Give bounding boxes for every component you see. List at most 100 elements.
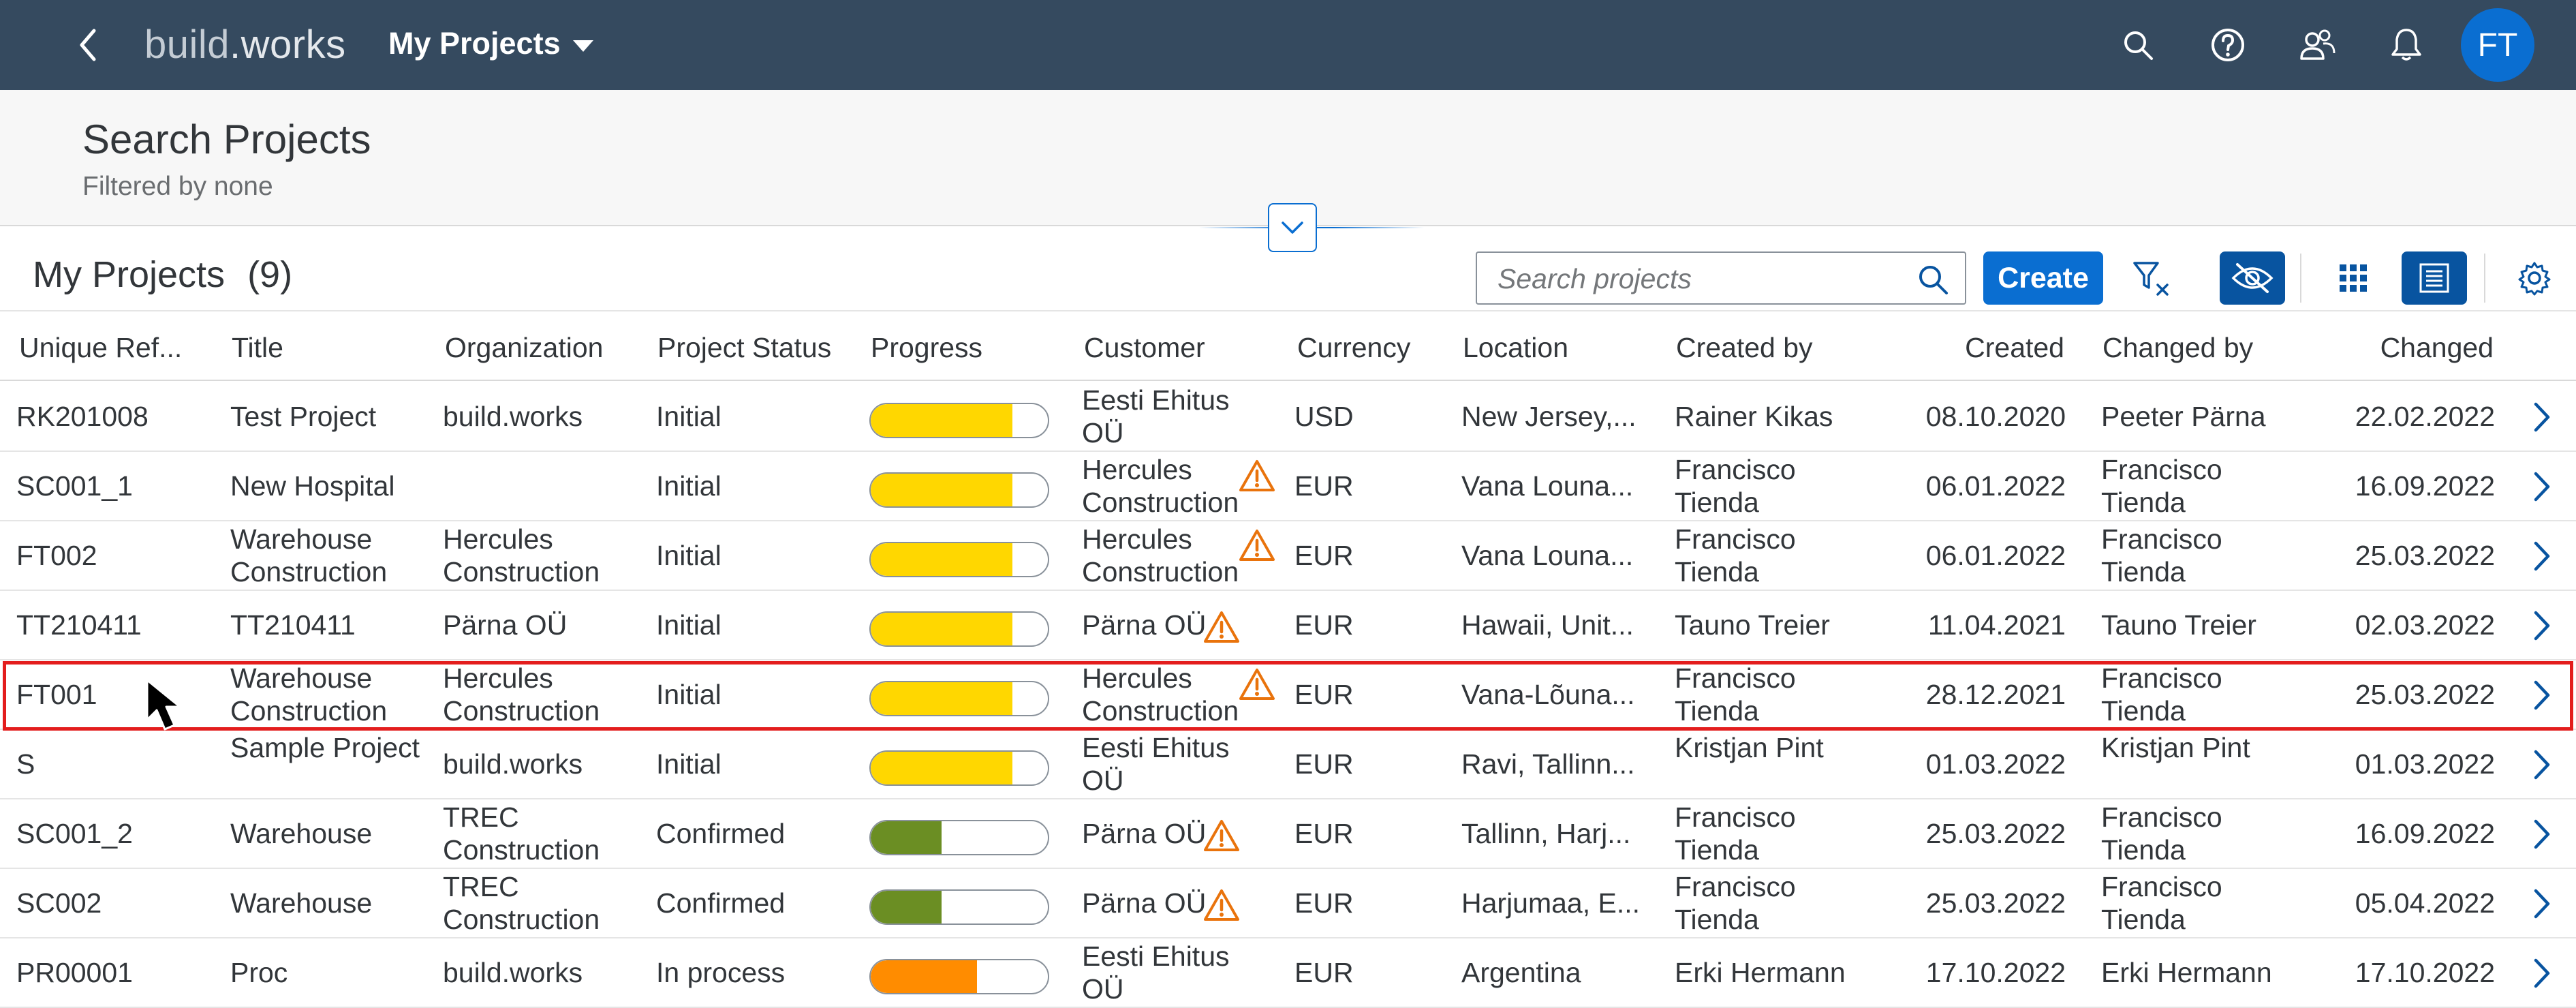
cell-created-by: Francisco Tienda: [1675, 523, 1796, 587]
chevron-right-icon[interactable]: [2528, 887, 2555, 921]
settings-icon[interactable]: [2502, 251, 2567, 305]
cell-customer: Eesti Ehitus OÜ: [1082, 732, 1230, 796]
table-row[interactable]: PR00001 Proc build.works In process Eesti Eh…: [0, 938, 2576, 1008]
column-header[interactable]: Created: [1965, 332, 2064, 363]
progress-indicator: [869, 820, 1049, 855]
cell-status: Confirmed: [656, 818, 786, 849]
cell-location: Hawaii, Unit...: [1461, 609, 1634, 641]
cell-location: Vana Louna...: [1461, 470, 1634, 502]
cell-changed-by: Francisco Tienda: [2101, 871, 2222, 935]
warning-icon[interactable]: [1203, 610, 1240, 644]
column-header[interactable]: Title: [232, 332, 283, 363]
product-switcher[interactable]: My Projects: [388, 26, 593, 61]
table-row[interactable]: SC002 Warehouse TREC Construction Confirmed…: [0, 869, 2576, 938]
cell-created: 28.12.2021: [1925, 679, 2066, 710]
column-header[interactable]: Currency: [1297, 332, 1411, 363]
search-input[interactable]: [1498, 260, 1899, 298]
search-field[interactable]: [1476, 251, 1966, 305]
column-header[interactable]: Progress: [871, 332, 983, 363]
cell-changed-by: Francisco Tienda: [2101, 801, 2222, 866]
users-icon[interactable]: [2297, 25, 2338, 65]
cell-created-by: Rainer Kikas: [1675, 401, 1833, 432]
hide-icon[interactable]: [2220, 251, 2285, 305]
cell-title: Warehouse Construction: [230, 662, 388, 727]
list-view-icon[interactable]: [2402, 251, 2467, 305]
chevron-right-icon[interactable]: [2528, 400, 2555, 434]
table-row[interactable]: FT002 Warehouse Construction Hercules Cons…: [0, 521, 2576, 591]
cell-created-by: Erki Hermann: [1675, 957, 1846, 988]
search-icon[interactable]: [1916, 262, 1950, 296]
table-row[interactable]: S Sample Project build.works Initial Eesti E…: [0, 730, 2576, 799]
warning-icon[interactable]: [1239, 528, 1275, 562]
table-row[interactable]: FT001 Warehouse Construction Hercules Cons…: [0, 660, 2576, 730]
chevron-right-icon[interactable]: [2528, 748, 2555, 782]
cell-changed-by: Tauno Treier: [2101, 609, 2256, 641]
warning-icon[interactable]: [1239, 667, 1275, 701]
cell-status: Initial: [656, 540, 721, 571]
cell-changed-by: Erki Hermann: [2101, 957, 2272, 988]
table-row[interactable]: SC001_1 New Hospital Initial Hercules Const…: [0, 452, 2576, 521]
cell-created: 08.10.2020: [1925, 401, 2066, 432]
progress-fill: [871, 960, 977, 993]
warning-icon[interactable]: [1239, 459, 1275, 493]
column-header[interactable]: Project Status: [657, 332, 832, 363]
column-header[interactable]: Created by: [1676, 332, 1813, 363]
progress-indicator: [869, 472, 1049, 508]
cell-title: Warehouse: [230, 887, 373, 919]
column-header[interactable]: Customer: [1084, 332, 1205, 363]
search-icon[interactable]: [2117, 25, 2158, 65]
table-row[interactable]: RK201008 Test Project build.works Initial Ee…: [0, 382, 2576, 452]
cell-changed: 05.04.2022: [2355, 887, 2495, 919]
cell-customer: Eesti Ehitus OÜ: [1082, 384, 1230, 448]
chevron-right-icon[interactable]: [2528, 817, 2555, 851]
cell-currency: EUR: [1294, 748, 1354, 780]
column-header[interactable]: Location: [1463, 332, 1569, 363]
warning-icon[interactable]: [1203, 888, 1240, 922]
help-icon[interactable]: [2207, 25, 2248, 65]
chevron-right-icon[interactable]: [2528, 609, 2555, 643]
cell-changed: 17.10.2022: [2355, 957, 2495, 988]
cell-created-by: Francisco Tienda: [1675, 801, 1796, 866]
grid-view-icon[interactable]: [2321, 251, 2386, 305]
clear-filter-icon[interactable]: [2119, 251, 2184, 305]
chevron-right-icon[interactable]: [2528, 956, 2555, 990]
chevron-right-icon[interactable]: [2528, 678, 2555, 712]
cell-changed: 22.02.2022: [2355, 401, 2495, 432]
chevron-right-icon[interactable]: [2528, 470, 2555, 504]
cell-changed: 16.09.2022: [2355, 818, 2495, 849]
table-row[interactable]: SC001_2 Warehouse TREC Construction Confirm…: [0, 799, 2576, 869]
back-icon[interactable]: [71, 25, 105, 65]
bell-icon[interactable]: [2386, 25, 2427, 65]
progress-indicator: [869, 750, 1049, 786]
column-header[interactable]: Changed by: [2102, 332, 2254, 363]
cell-status: Confirmed: [656, 887, 786, 919]
mouse-cursor-icon: [146, 679, 181, 731]
cell-title: Warehouse Construction: [230, 523, 388, 587]
brand-logo[interactable]: build.works: [144, 22, 346, 67]
caret-down-icon: [572, 40, 593, 52]
cell-created-by: Kristjan Pint: [1675, 732, 1824, 763]
warning-icon[interactable]: [1203, 819, 1240, 853]
column-header[interactable]: Organization: [445, 332, 604, 363]
cell-location: Ravi, Tallinn...: [1461, 748, 1635, 780]
expand-header-button[interactable]: [1268, 203, 1317, 252]
cell-ref: FT001: [16, 679, 97, 710]
chevron-down-icon: [1282, 222, 1303, 234]
cell-ref: SC002: [16, 887, 102, 919]
chevron-right-icon[interactable]: [2528, 539, 2555, 573]
cell-created: 01.03.2022: [1925, 748, 2066, 780]
cell-created-by: Francisco Tienda: [1675, 454, 1796, 518]
create-button[interactable]: Create: [1983, 251, 2103, 305]
column-header[interactable]: Unique Ref...: [19, 332, 183, 363]
cell-ref: RK201008: [16, 401, 149, 432]
table-row[interactable]: TT210411 TT210411 Pärna OÜ Initial Pärna OÜ E…: [0, 591, 2576, 660]
column-header[interactable]: Changed: [2380, 332, 2494, 363]
table-title: My Projects (9): [33, 254, 292, 296]
table-count: (9): [247, 254, 293, 295]
cell-changed: 25.03.2022: [2355, 679, 2495, 710]
avatar[interactable]: FT: [2461, 8, 2534, 82]
progress-fill: [871, 821, 942, 854]
cell-status: Initial: [656, 470, 721, 502]
cell-org: build.works: [443, 748, 583, 780]
cell-changed-by: Francisco Tienda: [2101, 662, 2222, 727]
